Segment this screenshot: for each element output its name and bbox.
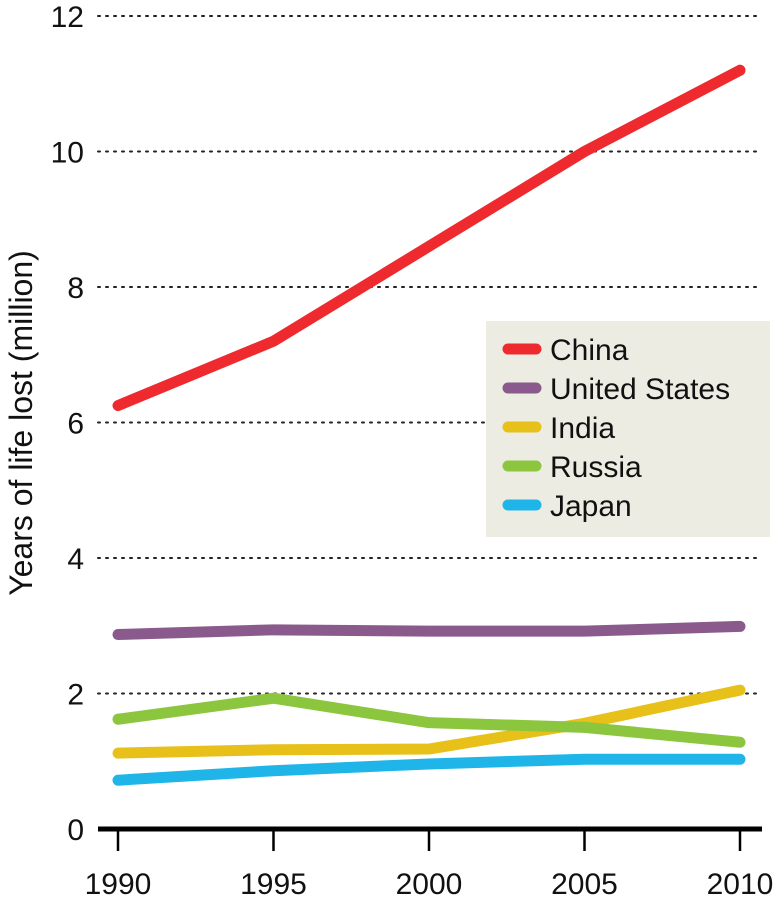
y-tick-label: 0 [67, 814, 84, 847]
legend-label: Russia [550, 451, 642, 484]
y-tick-label: 8 [67, 272, 84, 305]
x-tick-label: 2010 [707, 868, 774, 900]
x-tick-label: 2000 [396, 868, 463, 900]
legend-label: United States [550, 373, 730, 406]
y-tick-label: 4 [67, 543, 84, 576]
legend-label: Japan [550, 490, 632, 523]
axes: 0 2 4 6 8 10 12 1990 1995 2000 2005 2010 [51, 1, 774, 900]
legend: China United States India Russia Japan [486, 321, 770, 537]
legend-label: China [550, 334, 629, 367]
x-tick-label: 1990 [85, 868, 152, 900]
series-line [112, 64, 746, 412]
x-tick-label: 1995 [240, 868, 307, 900]
series-line [112, 753, 746, 786]
series-line [112, 684, 746, 759]
series-line [112, 692, 746, 748]
x-tick-label: 2005 [551, 868, 618, 900]
y-tick-label: 10 [51, 137, 84, 170]
legend-label: India [550, 412, 615, 445]
y-tick-label: 6 [67, 408, 84, 441]
y-axis-title: Years of life lost (million) [3, 250, 39, 596]
series-lines [112, 64, 746, 786]
series-line [112, 620, 746, 641]
y-tick-label: 2 [67, 679, 84, 712]
y-tick-label: 12 [51, 1, 84, 34]
